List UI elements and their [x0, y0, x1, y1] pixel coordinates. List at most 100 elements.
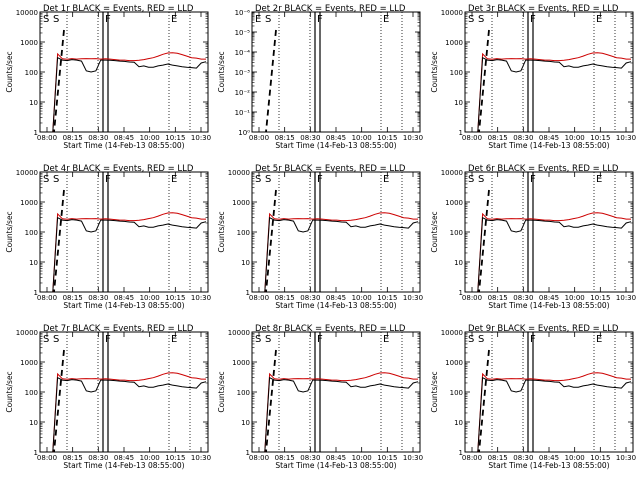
- x-tick-label: 08:15: [63, 294, 83, 302]
- event-marker-label: E: [171, 174, 177, 185]
- event-marker-label: E: [596, 174, 602, 185]
- x-tick-label: 08:45: [539, 454, 559, 462]
- x-tick-label: 10:15: [165, 134, 185, 142]
- y-tick-label: 100: [25, 69, 38, 77]
- y-tick-label: 10000: [228, 169, 250, 177]
- event-marker-label: S: [468, 174, 474, 185]
- y-tick-label: 1000: [20, 199, 38, 207]
- detector-panel-4: Det 4r BLACK = Events, RED = LLD Start Ti…: [5, 164, 211, 310]
- y-tick-label: 10000: [16, 329, 38, 337]
- x-axis-label: Start Time (14-Feb-13 08:55:00): [63, 301, 184, 310]
- x-tick-label: 10:15: [377, 454, 397, 462]
- y-tick-label: 100: [450, 229, 463, 237]
- y-tick-label: 10000: [441, 329, 463, 337]
- dashed-trigger-line: [265, 189, 277, 293]
- x-tick-label: 08:15: [275, 134, 295, 142]
- x-tick-label: 10:15: [590, 454, 610, 462]
- x-axis-label: Start Time (14-Feb-13 08:55:00): [63, 461, 184, 470]
- x-tick-label: 08:15: [488, 454, 508, 462]
- panel-title: Det 5r BLACK = Events, RED = LLD: [255, 164, 406, 174]
- y-tick-label: 10: [241, 419, 250, 427]
- x-tick-label: 10:30: [191, 134, 211, 142]
- panel-title: Det 1r BLACK = Events, RED = LLD: [43, 4, 194, 14]
- x-tick-label: 10:00: [565, 454, 585, 462]
- dashed-trigger-line: [265, 349, 277, 453]
- x-tick-label: 08:30: [88, 294, 108, 302]
- y-tick-label: 10: [454, 259, 463, 267]
- event-marker-label: S: [43, 174, 49, 185]
- x-axis-label: Start Time (14-Feb-13 08:55:00): [488, 141, 609, 150]
- y-tick-label: 10: [29, 259, 38, 267]
- y-tick-label: 10: [454, 419, 463, 427]
- event-marker-label: E: [383, 334, 389, 345]
- y-axis-label: Counts/sec: [430, 211, 439, 252]
- y-tick-label: 10⁻⁶: [235, 9, 251, 17]
- x-tick-label: 10:00: [140, 294, 160, 302]
- y-tick-label: 10: [241, 259, 250, 267]
- event-marker-label: S: [468, 334, 474, 345]
- y-tick-label: 1000: [445, 39, 463, 47]
- y-axis-label: Counts/sec: [5, 51, 14, 92]
- x-axis-label: Start Time (14-Feb-13 08:55:00): [488, 461, 609, 470]
- plot-frame: [251, 171, 421, 293]
- plot-frame: [39, 171, 209, 293]
- x-tick-label: 10:15: [590, 134, 610, 142]
- dashed-trigger-line: [53, 29, 65, 133]
- y-tick-label: 10⁻¹: [235, 109, 251, 117]
- event-marker-label: S: [468, 14, 474, 25]
- x-tick-label: 08:45: [326, 294, 346, 302]
- y-tick-label: 1000: [20, 39, 38, 47]
- y-tick-label: 10000: [441, 9, 463, 17]
- y-tick-label: 10: [29, 99, 38, 107]
- event-marker-label: S: [53, 334, 59, 345]
- y-tick-label: 10⁻⁴: [235, 49, 251, 57]
- y-tick-label: 10⁰: [238, 129, 250, 137]
- y-tick-label: 1: [34, 129, 38, 137]
- x-tick-label: 08:30: [300, 454, 320, 462]
- plot-frame: [251, 11, 421, 133]
- x-tick-label: 08:00: [462, 454, 482, 462]
- x-tick-label: 08:45: [539, 294, 559, 302]
- x-tick-label: 08:00: [462, 134, 482, 142]
- series-lld-line: [473, 372, 631, 453]
- event-marker-label: S: [53, 174, 59, 185]
- x-tick-label: 08:00: [249, 294, 269, 302]
- plot-frame: [464, 331, 634, 453]
- y-tick-label: 10000: [16, 9, 38, 17]
- x-axis-label: Start Time (14-Feb-13 08:55:00): [275, 141, 396, 150]
- y-tick-label: 1000: [445, 359, 463, 367]
- x-tick-label: 08:45: [539, 134, 559, 142]
- y-tick-label: 1: [459, 449, 463, 457]
- y-axis-label: Counts/sec: [217, 51, 226, 92]
- event-marker-label: S: [265, 14, 271, 25]
- y-tick-label: 10⁻²: [235, 89, 251, 97]
- series-lld-line: [48, 52, 206, 133]
- y-axis-label: Counts/sec: [217, 211, 226, 252]
- series-events-line: [48, 376, 207, 453]
- x-tick-label: 08:15: [63, 454, 83, 462]
- x-tick-label: 08:30: [300, 134, 320, 142]
- series-events-line: [260, 216, 419, 293]
- x-tick-label: 10:15: [377, 134, 397, 142]
- panel-title: Det 7r BLACK = Events, RED = LLD: [43, 324, 194, 334]
- x-tick-label: 08:30: [513, 134, 533, 142]
- x-tick-label: 10:15: [590, 294, 610, 302]
- y-axis-label: Counts/sec: [217, 371, 226, 412]
- series-events-line: [48, 56, 207, 133]
- x-tick-label: 08:00: [462, 294, 482, 302]
- x-tick-label: 08:15: [488, 294, 508, 302]
- event-marker-label: S: [255, 334, 261, 345]
- dashed-trigger-line: [265, 29, 277, 133]
- series-lld-line: [473, 52, 631, 133]
- event-marker-label: E: [383, 174, 389, 185]
- dashed-trigger-line: [53, 349, 65, 453]
- x-tick-label: 10:30: [616, 454, 636, 462]
- event-marker-label: S: [43, 334, 49, 345]
- x-tick-label: 10:15: [165, 454, 185, 462]
- panel-title: Det 2r BLACK = Events, RED = LLD: [255, 4, 406, 14]
- y-tick-label: 1: [34, 289, 38, 297]
- series-events-line: [473, 376, 632, 453]
- y-tick-label: 100: [450, 389, 463, 397]
- x-axis-label: Start Time (14-Feb-13 08:55:00): [488, 301, 609, 310]
- x-tick-label: 10:30: [616, 134, 636, 142]
